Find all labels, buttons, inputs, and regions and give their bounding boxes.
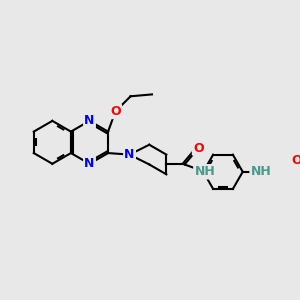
Text: N: N xyxy=(84,114,95,128)
Text: NH: NH xyxy=(194,165,215,178)
Text: N: N xyxy=(84,157,95,170)
Text: O: O xyxy=(291,154,300,167)
Text: O: O xyxy=(110,105,121,118)
Text: NH: NH xyxy=(250,165,271,178)
Text: N: N xyxy=(124,148,135,161)
Text: O: O xyxy=(193,142,204,154)
